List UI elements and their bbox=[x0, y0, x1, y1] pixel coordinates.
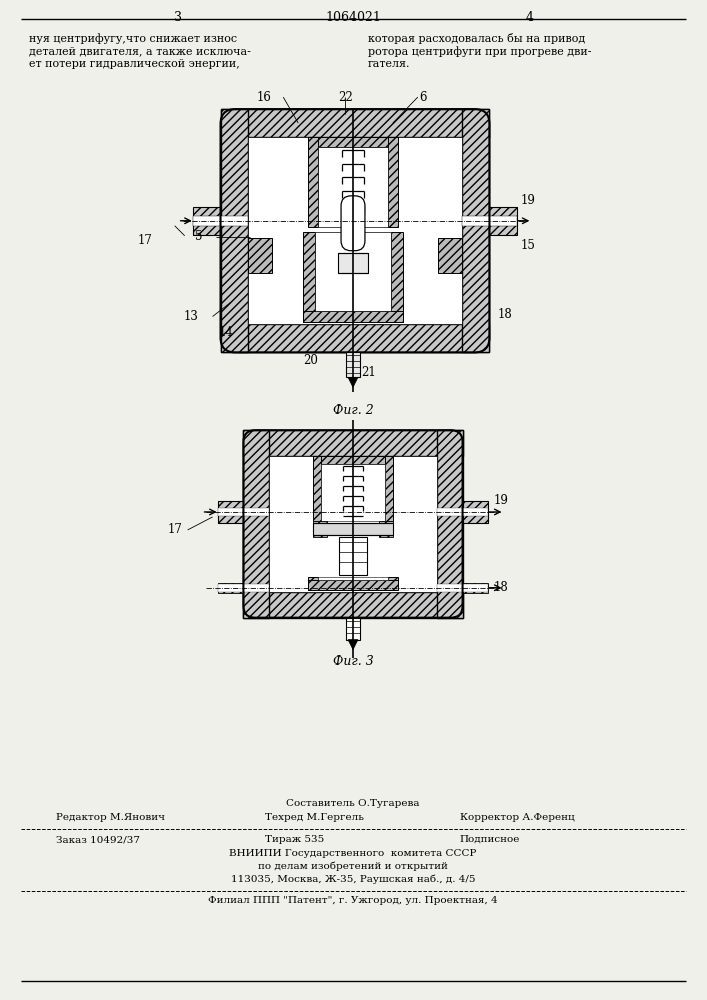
Bar bbox=[318, 577, 388, 580]
Text: 18: 18 bbox=[498, 308, 512, 321]
Text: Редактор М.Янович: Редактор М.Янович bbox=[56, 813, 165, 822]
FancyBboxPatch shape bbox=[341, 196, 365, 251]
Text: 1064021: 1064021 bbox=[325, 11, 381, 24]
Bar bbox=[437, 584, 489, 592]
Text: Филиал ППП "Патент", г. Ужгород, ул. Проектная, 4: Филиал ППП "Патент", г. Ужгород, ул. Про… bbox=[208, 896, 498, 905]
Bar bbox=[221, 109, 489, 137]
Bar bbox=[346, 618, 360, 640]
Bar bbox=[438, 238, 462, 273]
Bar bbox=[318, 147, 388, 227]
Text: 13: 13 bbox=[184, 310, 199, 323]
Bar bbox=[248, 137, 462, 324]
Text: Составитель О.Тугарева: Составитель О.Тугарева bbox=[286, 799, 420, 808]
Text: 6: 6 bbox=[420, 91, 427, 104]
Text: 16: 16 bbox=[257, 91, 271, 104]
Bar bbox=[388, 577, 398, 590]
Bar bbox=[218, 583, 243, 593]
Bar bbox=[321, 464, 385, 521]
Bar bbox=[218, 508, 269, 516]
Text: 19: 19 bbox=[493, 494, 508, 507]
Text: ВНИИПИ Государственного  комитета СССР: ВНИИПИ Государственного комитета СССР bbox=[229, 849, 477, 858]
Bar bbox=[248, 238, 272, 273]
Bar bbox=[308, 137, 398, 147]
Text: гателя.: гателя. bbox=[368, 59, 411, 69]
Text: 113035, Москва, Ж-35, Раушская наб., д. 4/5: 113035, Москва, Ж-35, Раушская наб., д. … bbox=[230, 875, 475, 884]
Bar bbox=[391, 232, 403, 322]
Bar bbox=[315, 232, 391, 311]
Text: нуя центрифугу,что снижает износ: нуя центрифугу,что снижает износ bbox=[29, 33, 238, 44]
Text: Техред М.Гергель: Техред М.Гергель bbox=[265, 813, 364, 822]
Bar bbox=[462, 216, 518, 226]
Text: ротора центрифуги при прогреве дви-: ротора центрифуги при прогреве дви- bbox=[368, 46, 592, 57]
Text: Фиг. 3: Фиг. 3 bbox=[332, 655, 373, 668]
Text: 14: 14 bbox=[218, 326, 233, 339]
Text: 17: 17 bbox=[168, 523, 182, 536]
Text: 21: 21 bbox=[361, 366, 375, 379]
Bar bbox=[437, 430, 462, 618]
Bar bbox=[462, 501, 489, 523]
Bar bbox=[313, 521, 327, 537]
Text: 3: 3 bbox=[174, 11, 182, 24]
Text: 20: 20 bbox=[303, 354, 318, 367]
Bar bbox=[269, 456, 437, 592]
Bar bbox=[243, 430, 269, 618]
Bar bbox=[218, 501, 243, 523]
Text: 22: 22 bbox=[338, 91, 353, 104]
Bar bbox=[192, 216, 248, 226]
Bar bbox=[308, 137, 318, 227]
Bar bbox=[385, 456, 393, 521]
Text: 17: 17 bbox=[138, 234, 153, 247]
Bar bbox=[462, 109, 489, 352]
Bar bbox=[243, 592, 462, 618]
Bar bbox=[243, 430, 462, 456]
Text: по делам изобретений и открытий: по делам изобретений и открытий bbox=[258, 862, 448, 871]
Bar bbox=[313, 523, 393, 535]
Text: 5: 5 bbox=[195, 230, 203, 243]
Text: 18: 18 bbox=[493, 581, 508, 594]
Bar bbox=[339, 537, 367, 575]
Bar bbox=[308, 580, 398, 590]
Text: деталей двигателя, а также исключа-: деталей двигателя, а также исключа- bbox=[29, 46, 251, 56]
Text: ет потери гидравлической энергии,: ет потери гидравлической энергии, bbox=[29, 59, 240, 69]
Text: Подписное: Подписное bbox=[460, 835, 520, 844]
Polygon shape bbox=[348, 640, 358, 650]
Bar bbox=[379, 521, 393, 537]
Bar bbox=[218, 584, 269, 592]
Bar bbox=[437, 508, 489, 516]
Bar bbox=[462, 583, 489, 593]
Bar bbox=[489, 207, 518, 235]
Bar bbox=[192, 207, 221, 235]
Bar bbox=[346, 352, 360, 377]
Text: Тираж 535: Тираж 535 bbox=[265, 835, 325, 844]
Text: Фиг. 2: Фиг. 2 bbox=[332, 404, 373, 417]
Text: Корректор А.Ференц: Корректор А.Ференц bbox=[460, 813, 574, 822]
Bar bbox=[303, 311, 403, 322]
Bar bbox=[303, 232, 315, 322]
Polygon shape bbox=[348, 377, 358, 387]
Bar bbox=[388, 137, 398, 227]
Bar bbox=[313, 456, 321, 521]
Text: 19: 19 bbox=[520, 194, 535, 207]
Bar bbox=[338, 253, 368, 273]
Bar bbox=[313, 456, 393, 464]
Text: которая расходовалась бы на привод: которая расходовалась бы на привод bbox=[368, 33, 585, 44]
Bar bbox=[221, 324, 489, 352]
Text: 4: 4 bbox=[525, 11, 533, 24]
Bar bbox=[221, 109, 248, 352]
Text: Заказ 10492/37: Заказ 10492/37 bbox=[56, 835, 140, 844]
Text: 15: 15 bbox=[520, 239, 535, 252]
Bar bbox=[308, 577, 318, 590]
